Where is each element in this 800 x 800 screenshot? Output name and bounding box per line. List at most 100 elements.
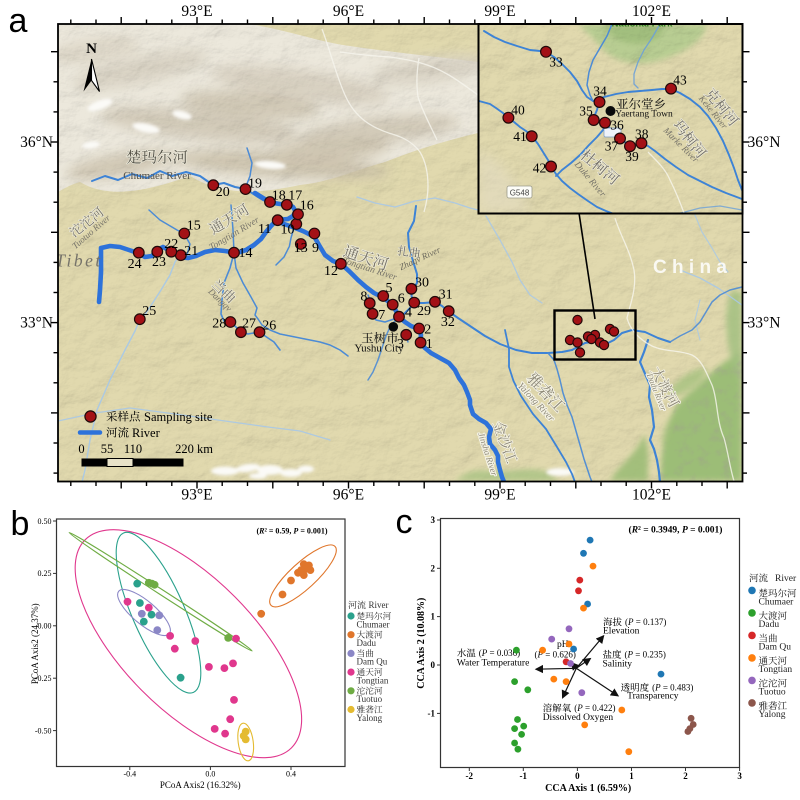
svg-text:13: 13 — [294, 241, 308, 256]
svg-text:River: River — [775, 574, 797, 584]
svg-text:G548: G548 — [510, 189, 530, 198]
svg-text:Tongtian: Tongtian — [357, 675, 389, 685]
svg-text:21: 21 — [184, 244, 198, 259]
svg-text:0: 0 — [431, 660, 436, 670]
svg-text:Tongtian: Tongtian — [759, 665, 793, 675]
svg-text:96°E: 96°E — [333, 487, 364, 504]
svg-text:99°E: 99°E — [484, 487, 515, 504]
svg-text:23: 23 — [152, 255, 166, 270]
svg-text:34: 34 — [593, 84, 607, 99]
svg-text:30: 30 — [415, 276, 429, 291]
svg-text:b: b — [11, 505, 30, 543]
svg-text:40: 40 — [511, 103, 525, 118]
svg-text:7: 7 — [378, 308, 385, 323]
svg-text:14: 14 — [239, 246, 253, 261]
svg-text:41: 41 — [513, 129, 527, 144]
svg-text:(P = 0.483): (P = 0.483) — [652, 683, 693, 693]
svg-text:38: 38 — [635, 126, 649, 141]
svg-text:11: 11 — [258, 222, 271, 237]
svg-text:Yaertang Town: Yaertang Town — [615, 110, 673, 120]
svg-text:CCA Axis 2 (10.08%): CCA Axis 2 (10.08%) — [416, 598, 427, 689]
svg-text:Dam Qu: Dam Qu — [357, 657, 388, 667]
svg-text:24: 24 — [128, 257, 142, 272]
svg-text:2: 2 — [683, 771, 688, 781]
svg-text:River: River — [132, 426, 161, 440]
svg-text:Water Temperature: Water Temperature — [457, 659, 530, 669]
svg-text:3: 3 — [431, 515, 436, 525]
svg-text:37: 37 — [605, 139, 619, 154]
svg-text:Elevation: Elevation — [603, 627, 640, 637]
svg-text:PCoA Axis2 (16.32%): PCoA Axis2 (16.32%) — [160, 780, 241, 790]
svg-text:3: 3 — [737, 771, 742, 781]
svg-text:Chumaer: Chumaer — [759, 597, 795, 607]
svg-text:3: 3 — [397, 337, 404, 352]
svg-text:0: 0 — [78, 442, 84, 456]
svg-text:20: 20 — [216, 185, 230, 200]
svg-text:2: 2 — [424, 323, 431, 338]
svg-text:PCoA Axis2 (24.37%): PCoA Axis2 (24.37%) — [30, 603, 40, 684]
svg-text:99°E: 99°E — [484, 3, 515, 20]
svg-text:26: 26 — [262, 319, 276, 334]
svg-text:25: 25 — [142, 304, 156, 319]
svg-text:Dadu: Dadu — [357, 638, 377, 648]
svg-text:1: 1 — [426, 337, 433, 352]
svg-text:1: 1 — [629, 771, 634, 781]
svg-text:(P = 0.626): (P = 0.626) — [535, 650, 576, 660]
svg-text:33°N: 33°N — [20, 315, 53, 332]
svg-text:102°E: 102°E — [632, 487, 671, 504]
svg-text:Dissolved Oxygen: Dissolved Oxygen — [543, 713, 614, 723]
svg-text:220 km: 220 km — [175, 442, 213, 456]
svg-text:10: 10 — [281, 223, 295, 238]
svg-text:-0.25: -0.25 — [35, 674, 52, 683]
svg-text:a: a — [9, 2, 28, 40]
svg-text:0: 0 — [575, 771, 580, 781]
svg-text:Tuotuo: Tuotuo — [759, 687, 786, 697]
svg-text:43: 43 — [673, 73, 687, 88]
svg-text:(R² = 0.59, P = 0.001): (R² = 0.59, P = 0.001) — [256, 527, 327, 536]
svg-text:33°N: 33°N — [748, 315, 781, 332]
svg-text:0.00: 0.00 — [38, 622, 52, 631]
svg-text:9: 9 — [312, 241, 319, 256]
svg-text:110: 110 — [124, 442, 142, 456]
svg-text:Dadu: Dadu — [759, 620, 780, 630]
svg-text:Chumaer: Chumaer — [357, 619, 390, 629]
svg-text:2: 2 — [431, 563, 436, 573]
svg-text:Yushu City: Yushu City — [354, 343, 404, 355]
svg-text:(P = 0.036): (P = 0.036) — [479, 648, 520, 658]
svg-text:(P = 0.422): (P = 0.422) — [574, 703, 615, 713]
svg-text:29: 29 — [417, 304, 431, 319]
svg-text:Yalong: Yalong — [759, 710, 786, 720]
svg-text:0.0: 0.0 — [205, 770, 215, 779]
svg-text:-2: -2 — [466, 771, 474, 781]
svg-text:27: 27 — [242, 316, 256, 331]
svg-text:pH: pH — [557, 640, 569, 650]
svg-text:River: River — [369, 600, 389, 610]
svg-text:6: 6 — [398, 292, 405, 307]
svg-text:N: N — [86, 41, 97, 57]
svg-text:42: 42 — [533, 161, 547, 176]
svg-text:-0.4: -0.4 — [123, 770, 136, 779]
svg-text:36: 36 — [610, 118, 624, 133]
svg-text:(P = 0.235): (P = 0.235) — [625, 650, 666, 660]
svg-text:-1: -1 — [520, 771, 528, 781]
svg-text:35: 35 — [579, 104, 593, 119]
svg-text:Salinity: Salinity — [603, 660, 633, 670]
svg-text:0.4: 0.4 — [286, 770, 296, 779]
svg-text:4: 4 — [405, 305, 412, 320]
svg-text:39: 39 — [625, 149, 639, 164]
svg-text:16: 16 — [300, 198, 314, 213]
svg-text:0.25: 0.25 — [38, 569, 52, 578]
svg-text:Yalong: Yalong — [357, 713, 383, 723]
svg-text:1: 1 — [431, 612, 436, 622]
svg-text:(P = 0.137): (P = 0.137) — [625, 617, 666, 627]
svg-text:-0.50: -0.50 — [35, 726, 52, 735]
svg-text:15: 15 — [187, 218, 201, 233]
svg-text:(R² = 0.3949, P = 0.001): (R² = 0.3949, P = 0.001) — [629, 525, 723, 536]
svg-text:36°N: 36°N — [748, 134, 781, 151]
svg-text:93°E: 93°E — [181, 3, 212, 20]
svg-text:36°N: 36°N — [20, 134, 53, 151]
svg-text:55: 55 — [101, 442, 114, 456]
svg-text:-1: -1 — [428, 708, 436, 718]
svg-text:18: 18 — [272, 189, 286, 204]
svg-text:CCA Axis 1 (6.59%): CCA Axis 1 (6.59%) — [545, 783, 631, 794]
